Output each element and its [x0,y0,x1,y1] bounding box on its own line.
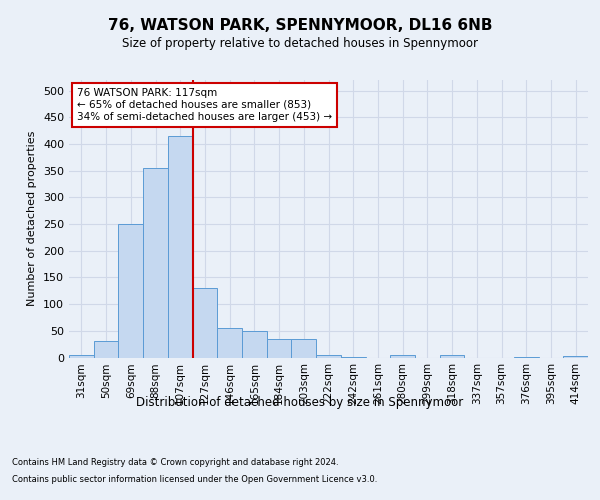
Bar [143,168,168,358]
Bar [118,224,143,358]
Bar [242,331,267,357]
Bar [341,357,365,358]
Bar [94,342,118,357]
Text: 76 WATSON PARK: 117sqm
← 65% of detached houses are smaller (853)
34% of semi-de: 76 WATSON PARK: 117sqm ← 65% of detached… [77,88,332,122]
Text: Size of property relative to detached houses in Spennymoor: Size of property relative to detached ho… [122,38,478,51]
Bar [514,357,539,358]
Y-axis label: Number of detached properties: Number of detached properties [28,131,37,306]
Bar [292,339,316,357]
Text: Distribution of detached houses by size in Spennymoor: Distribution of detached houses by size … [136,396,464,409]
Bar [440,355,464,358]
Bar [316,355,341,358]
Text: Contains public sector information licensed under the Open Government Licence v3: Contains public sector information licen… [12,476,377,484]
Bar [390,355,415,358]
Bar [217,328,242,358]
Bar [193,288,217,358]
Bar [267,339,292,357]
Text: Contains HM Land Registry data © Crown copyright and database right 2024.: Contains HM Land Registry data © Crown c… [12,458,338,467]
Text: 76, WATSON PARK, SPENNYMOOR, DL16 6NB: 76, WATSON PARK, SPENNYMOOR, DL16 6NB [108,18,492,32]
Bar [563,356,588,358]
Bar [69,355,94,358]
Bar [168,136,193,358]
